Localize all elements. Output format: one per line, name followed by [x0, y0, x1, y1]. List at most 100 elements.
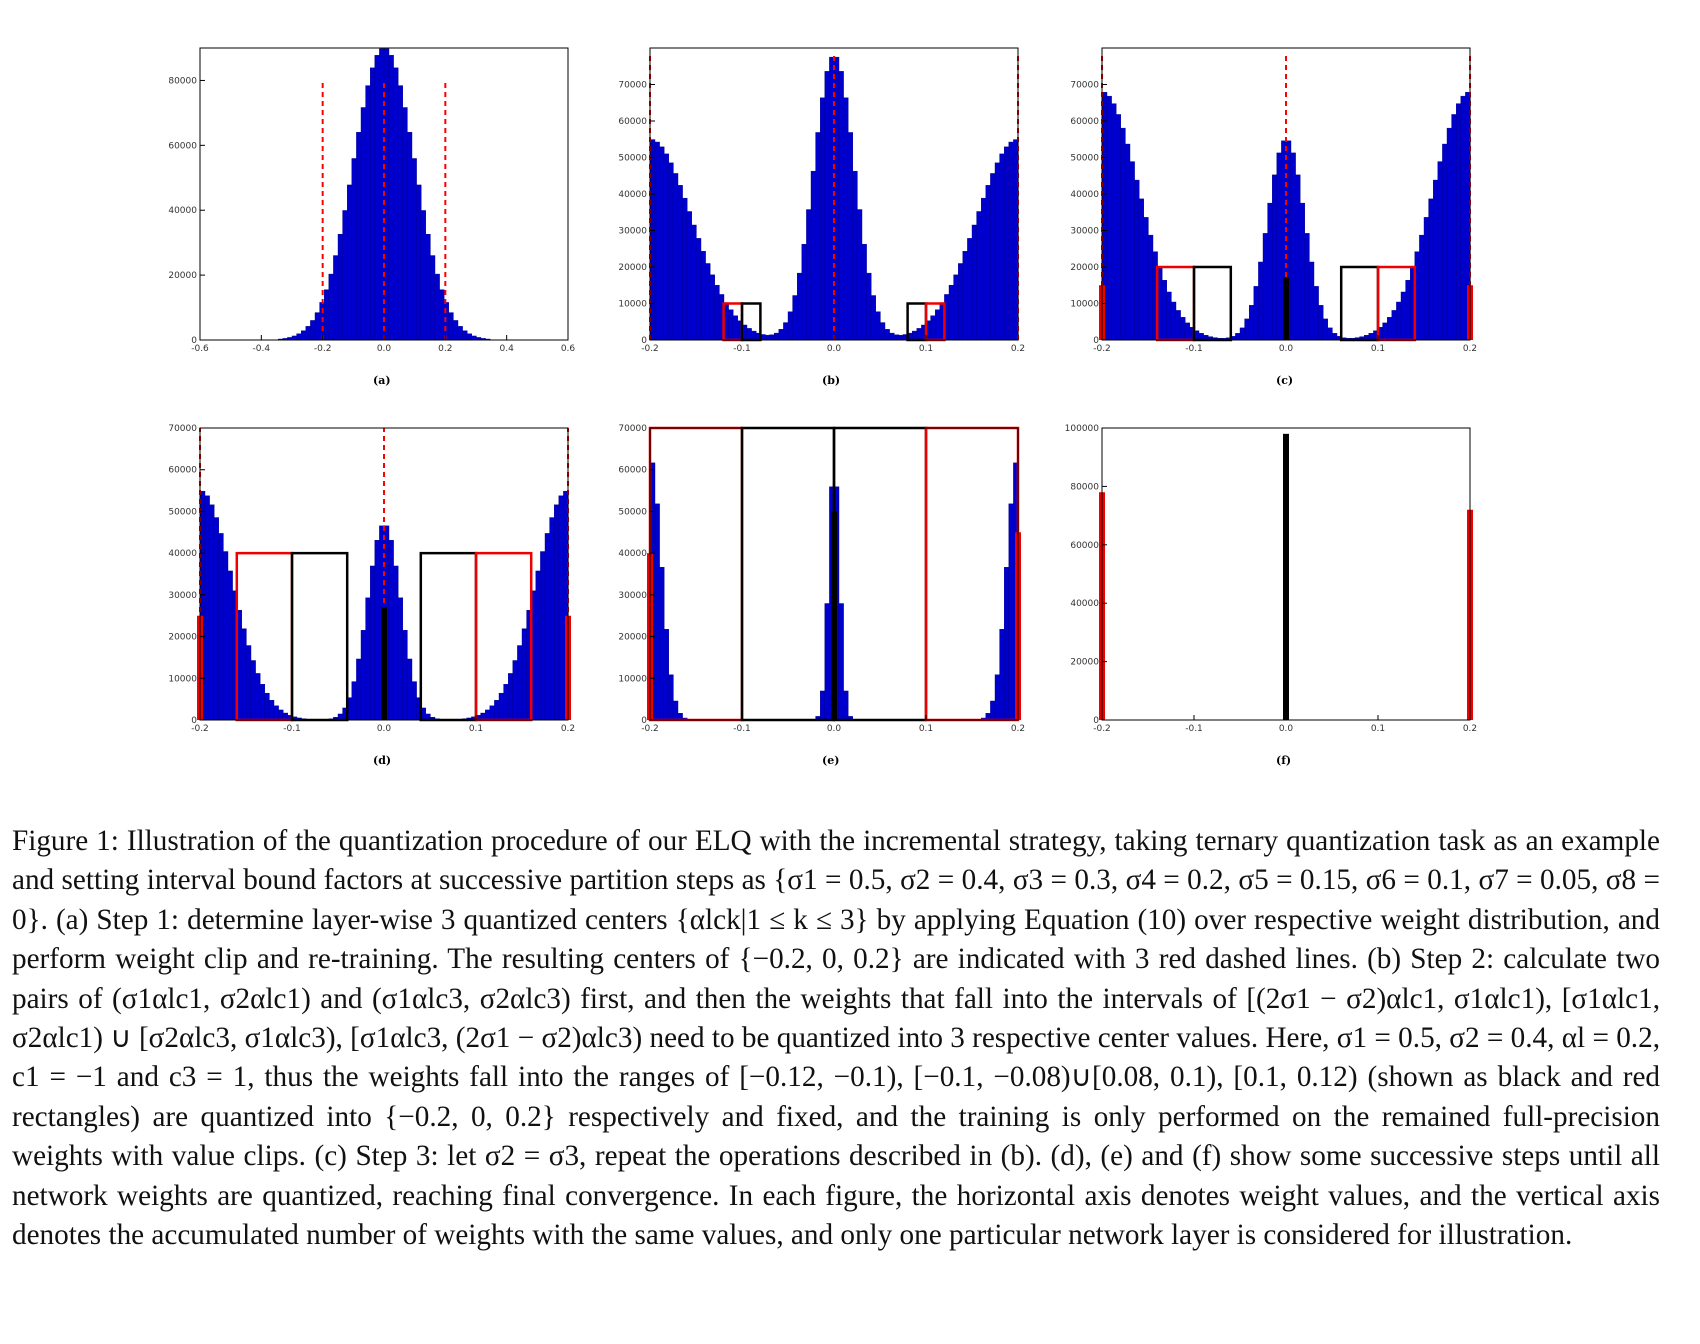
x-tick-label: -0.2 — [314, 344, 332, 354]
histogram-bar — [787, 311, 794, 341]
histogram-bar — [337, 234, 344, 341]
histogram-bar — [1184, 322, 1191, 341]
histogram-bar — [554, 504, 560, 721]
histogram-bar — [296, 333, 302, 341]
chart-svg-e: 0 10000 20000 30000 40000 50000 60000 70000 -0.2… — [618, 424, 1025, 734]
histogram-bar — [1147, 234, 1154, 341]
histogram-bar — [985, 185, 991, 341]
histogram-bar — [958, 263, 964, 341]
y-tick-label: 40000 — [1070, 599, 1099, 609]
y-tick-label: 20000 — [618, 633, 647, 643]
histogram-bar — [838, 71, 844, 341]
x-tick-label: 0.0 — [377, 724, 392, 734]
quantized-spike-black — [1283, 433, 1289, 720]
histogram-bar — [889, 332, 895, 341]
x-tick-label: 0.2 — [438, 344, 452, 354]
x-tick-label: 0.1 — [919, 344, 933, 354]
histogram-bar — [351, 681, 358, 721]
histogram-bar — [810, 170, 817, 341]
panel-label-d: (d) — [373, 754, 392, 767]
panel-label-e: (e) — [822, 754, 840, 767]
histogram-bar — [746, 328, 752, 341]
histogram-bar — [893, 334, 899, 341]
chart-svg-b: 0 10000 20000 30000 40000 50000 60000 70000 -0.2… — [618, 47, 1025, 354]
panel-label-f: (f) — [1276, 754, 1292, 767]
histogram-bar — [677, 185, 683, 341]
y-tick-label: 20000 — [618, 263, 647, 273]
panel-label-c: (c) — [1276, 374, 1294, 387]
histogram-bar — [374, 55, 381, 341]
interval-rect-black — [832, 426, 928, 722]
x-tick-label: -0.2 — [1093, 344, 1111, 354]
histogram-bar — [654, 141, 660, 341]
y-tick-label: 40000 — [1070, 190, 1099, 200]
histogram-bar — [1008, 141, 1014, 341]
histogram-bar — [323, 289, 330, 341]
x-tick-label: -0.1 — [733, 724, 751, 734]
x-tick-label: 0.1 — [919, 724, 933, 734]
histogram-bar — [856, 209, 863, 341]
histogram-bar — [999, 629, 1005, 721]
histogram-bar — [457, 326, 463, 341]
histogram-bar — [994, 674, 1001, 721]
histogram-bar — [792, 295, 798, 341]
y-tick-label: 50000 — [1070, 154, 1099, 164]
y-tick-label: 30000 — [1070, 227, 1099, 237]
histogram-bar — [1004, 567, 1010, 721]
histogram-bar — [540, 551, 546, 721]
histogram-bar — [1271, 174, 1278, 341]
chart-svg-a: 0 20000 40000 60000 80000 -0.6 -0.4 -0.2 0.0 0.2 0… — [168, 47, 575, 354]
y-tick-label: 10000 — [618, 674, 647, 684]
chart-svg-c: 0 10000 20000 30000 40000 50000 60000 70000 -0.2… — [1070, 47, 1477, 354]
histogram-bar — [434, 273, 440, 341]
histogram-bar — [1387, 317, 1393, 341]
histogram-bar — [1166, 291, 1172, 341]
histogram-bar — [1437, 161, 1443, 341]
y-tick-label: 0 — [1093, 716, 1099, 726]
histogram-bar — [1258, 261, 1264, 341]
interval-rect-black — [290, 551, 349, 722]
histogram-bar — [700, 251, 706, 341]
histogram-bar — [930, 315, 936, 341]
histogram-bar — [388, 540, 394, 721]
histogram-bar — [406, 132, 413, 341]
y-tick-label: 70000 — [618, 81, 647, 91]
histogram-bar — [1235, 333, 1241, 341]
histogram-bar — [962, 251, 968, 341]
chart-panel-f: 0 20000 40000 60000 80000 100000 -0.2 -0.1 0.0 0.… — [1052, 420, 1492, 740]
histogram-bar — [861, 243, 867, 341]
histogram-bar — [870, 295, 876, 341]
histogram-bar — [833, 56, 840, 341]
x-tick-label: 0.2 — [1011, 344, 1025, 354]
histogram-bar — [411, 158, 417, 341]
x-tick-label: 0.0 — [827, 724, 842, 734]
x-tick-label: -0.1 — [283, 724, 301, 734]
histogram-bar — [1124, 143, 1131, 341]
histogram-bar — [1308, 261, 1315, 341]
histogram-bar — [695, 238, 702, 341]
histogram-bar — [250, 660, 256, 721]
histogram-bar — [356, 132, 362, 341]
histogram-bar — [356, 658, 362, 721]
histogram-bar — [1106, 95, 1112, 341]
histogram-bar — [365, 597, 371, 721]
histogram-bar — [1456, 103, 1462, 341]
chart-svg-d: 0 10000 20000 30000 40000 50000 60000 70000 -0.2… — [168, 424, 575, 734]
y-tick-label: 50000 — [618, 507, 647, 517]
histogram-bar — [1239, 327, 1246, 341]
histogram-bar — [659, 146, 665, 341]
y-tick-label: 80000 — [1070, 482, 1099, 492]
histogram-bar — [842, 97, 849, 341]
histogram-bar — [672, 173, 679, 341]
y-tick-label: 40000 — [618, 549, 647, 559]
histogram-bar — [1327, 327, 1333, 341]
interval-rect-black — [419, 551, 478, 722]
interval-rect-black — [1192, 265, 1233, 342]
histogram-bar — [1304, 233, 1310, 341]
x-tick-label: 0.4 — [500, 344, 515, 354]
y-tick-label: 50000 — [168, 507, 197, 517]
histogram-bar — [948, 284, 955, 341]
x-tick-label: 0.0 — [377, 344, 392, 354]
y-tick-label: 60000 — [618, 117, 647, 127]
histogram-bar — [1138, 198, 1145, 341]
